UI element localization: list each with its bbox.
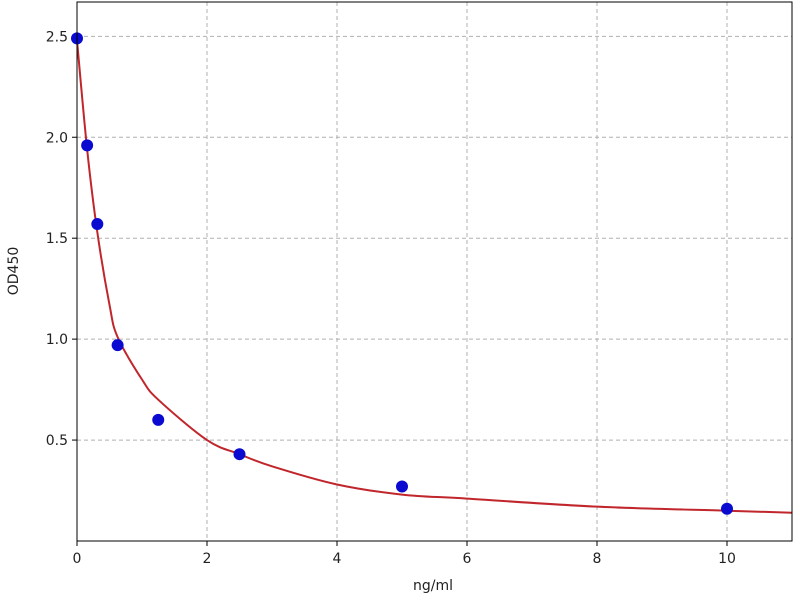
data-point: [233, 448, 246, 461]
x-tick-label: 10: [718, 551, 736, 567]
x-tick-label: 4: [333, 551, 342, 567]
y-tick-label: 1.0: [46, 332, 68, 348]
x-tick-label: 2: [203, 551, 212, 567]
plot-frame: [76, 1, 793, 542]
x-tick-label: 6: [463, 551, 472, 567]
y-tick-label: 1.5: [46, 231, 68, 247]
y-tick-label: 2.0: [46, 130, 68, 146]
y-tick-label: 0.5: [46, 433, 68, 449]
x-tick-label: 0: [73, 551, 82, 567]
y-tick-label: 2.5: [46, 29, 68, 45]
data-point: [111, 339, 124, 352]
data-point: [152, 413, 165, 426]
y-axis-label: OD450: [6, 247, 22, 296]
data-point: [396, 480, 408, 493]
data-point: [81, 139, 94, 152]
x-tick-label: 8: [593, 551, 602, 567]
data-point: [91, 218, 104, 231]
data-point: [721, 502, 733, 515]
x-axis-label: ng/ml: [413, 578, 453, 594]
